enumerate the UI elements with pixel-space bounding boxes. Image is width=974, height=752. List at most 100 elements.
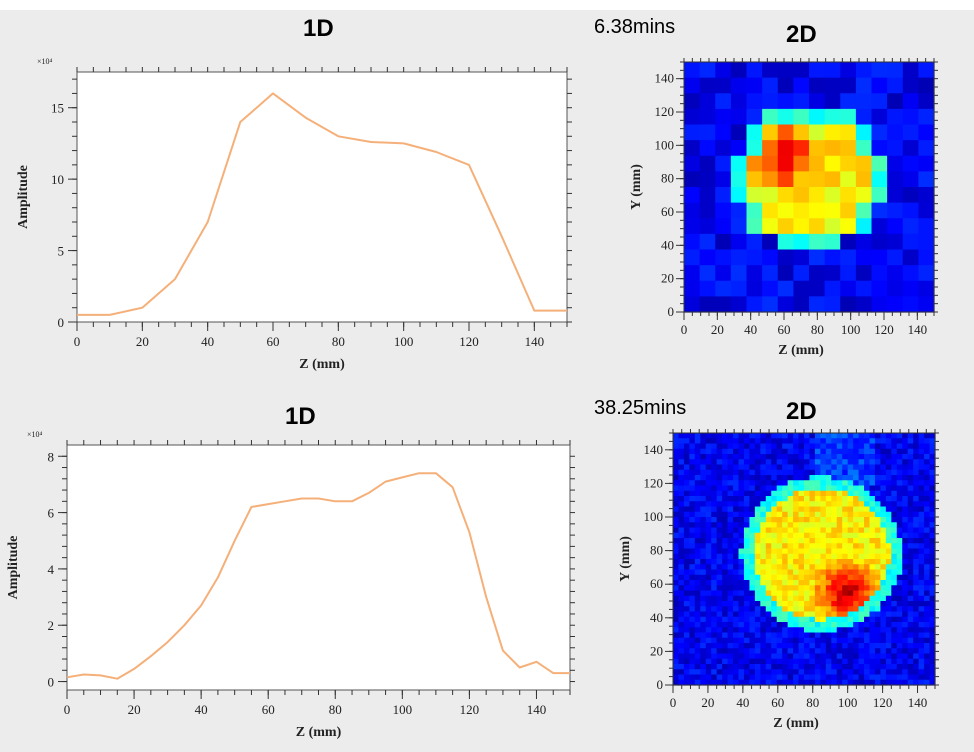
top-1d-x-tick-label: 60 xyxy=(267,334,280,349)
heatmap-cell xyxy=(847,469,854,476)
heatmap-cell xyxy=(918,532,925,539)
heatmap-cell xyxy=(847,590,854,597)
heatmap-cell xyxy=(716,459,723,466)
heatmap-cell xyxy=(711,480,718,487)
heatmap-cell xyxy=(776,674,783,681)
heatmap-cell xyxy=(891,679,898,686)
heatmap-cell xyxy=(754,506,761,513)
heatmap-cell xyxy=(885,454,892,460)
heatmap-cell xyxy=(793,202,810,219)
heatmap-cell xyxy=(798,480,805,487)
heatmap-cell xyxy=(711,464,718,471)
heatmap-cell xyxy=(722,653,729,660)
heatmap-cell xyxy=(749,496,756,502)
heatmap-cell xyxy=(727,648,734,655)
heatmap-cell xyxy=(776,601,783,607)
heatmap-cell xyxy=(760,433,767,439)
heatmap-cell xyxy=(869,611,876,618)
heatmap-cell xyxy=(809,454,816,460)
heatmap-cell xyxy=(733,532,740,539)
heatmap-cell xyxy=(705,590,712,597)
heatmap-cell xyxy=(929,569,936,576)
heatmap-cell xyxy=(683,669,690,676)
heatmap-cell xyxy=(847,643,854,649)
heatmap-cell xyxy=(722,669,729,676)
heatmap-cell xyxy=(705,433,712,439)
heatmap-cell xyxy=(793,601,800,607)
heatmap-cell xyxy=(880,653,887,660)
heatmap-cell xyxy=(891,438,898,445)
heatmap-cell xyxy=(880,553,887,560)
heatmap-cell xyxy=(798,485,805,492)
heatmap-cell xyxy=(809,469,816,476)
heatmap-cell xyxy=(871,296,888,313)
heatmap-cell xyxy=(864,454,871,460)
heatmap-cell xyxy=(776,480,783,487)
heatmap-cell xyxy=(858,679,865,686)
heatmap-cell xyxy=(918,511,925,518)
heatmap-cell xyxy=(907,622,914,628)
heatmap-cell xyxy=(776,569,783,576)
heatmap-cell xyxy=(782,511,789,518)
heatmap-cell xyxy=(880,438,887,445)
heatmap-cell xyxy=(716,538,723,544)
heatmap-cell xyxy=(842,580,849,586)
heatmap-cell xyxy=(896,459,903,466)
heatmap-cell xyxy=(782,622,789,628)
heatmap-cell xyxy=(700,553,707,560)
heatmap-cell xyxy=(716,490,723,497)
heatmap-cell xyxy=(749,443,756,450)
heatmap-cell xyxy=(722,485,729,492)
heatmap-cell xyxy=(765,443,772,450)
heatmap-cell xyxy=(727,564,734,571)
heatmap-cell xyxy=(694,569,701,576)
heatmap-cell xyxy=(831,454,838,460)
heatmap-cell xyxy=(700,454,707,460)
heatmap-cell xyxy=(738,443,745,450)
heatmap-cell xyxy=(683,522,690,529)
heatmap-cell xyxy=(924,459,931,466)
heatmap-cell xyxy=(842,653,849,660)
heatmap-cell xyxy=(716,632,723,639)
heatmap-cell xyxy=(749,527,756,534)
heatmap-cell xyxy=(929,511,936,518)
heatmap-cell xyxy=(705,506,712,513)
heatmap-cell xyxy=(907,511,914,518)
heatmap-cell xyxy=(705,564,712,571)
heatmap-cell xyxy=(858,574,865,581)
heatmap-cell xyxy=(716,622,723,628)
heatmap-cell xyxy=(907,559,914,565)
heatmap-cell xyxy=(738,611,745,618)
heatmap-cell xyxy=(842,590,849,597)
heatmap-cell xyxy=(743,454,751,460)
heatmap-cell xyxy=(809,611,816,618)
heatmap-cell xyxy=(760,648,767,655)
heatmap-cell xyxy=(787,433,794,439)
heatmap-cell xyxy=(907,585,914,592)
heatmap-cell xyxy=(929,669,936,676)
heatmap-cell xyxy=(924,653,931,660)
heatmap-cell xyxy=(809,574,816,581)
heatmap-cell xyxy=(749,485,756,492)
heatmap-cell xyxy=(924,490,931,497)
heatmap-cell xyxy=(684,108,701,126)
bottom-2d-y-tick-label: 0 xyxy=(657,677,664,692)
heatmap-cell xyxy=(760,490,767,497)
heatmap-cell xyxy=(765,658,772,665)
heatmap-cell xyxy=(754,611,761,618)
heatmap-cell xyxy=(929,527,936,534)
heatmap-cell xyxy=(765,522,772,529)
heatmap-cell xyxy=(820,653,827,660)
heatmap-cell xyxy=(918,448,925,455)
heatmap-cell xyxy=(738,679,745,686)
heatmap-cell xyxy=(711,559,718,565)
heatmap-cell xyxy=(874,459,882,466)
heatmap-cell xyxy=(918,679,925,686)
heatmap-cell xyxy=(733,433,740,439)
top-2d-x-tick-label: 0 xyxy=(681,322,688,337)
heatmap-cell xyxy=(787,601,794,607)
heatmap-cell xyxy=(907,553,914,560)
heatmap-cell xyxy=(782,606,789,613)
heatmap-cell xyxy=(771,653,778,660)
heatmap-cell xyxy=(871,233,888,251)
